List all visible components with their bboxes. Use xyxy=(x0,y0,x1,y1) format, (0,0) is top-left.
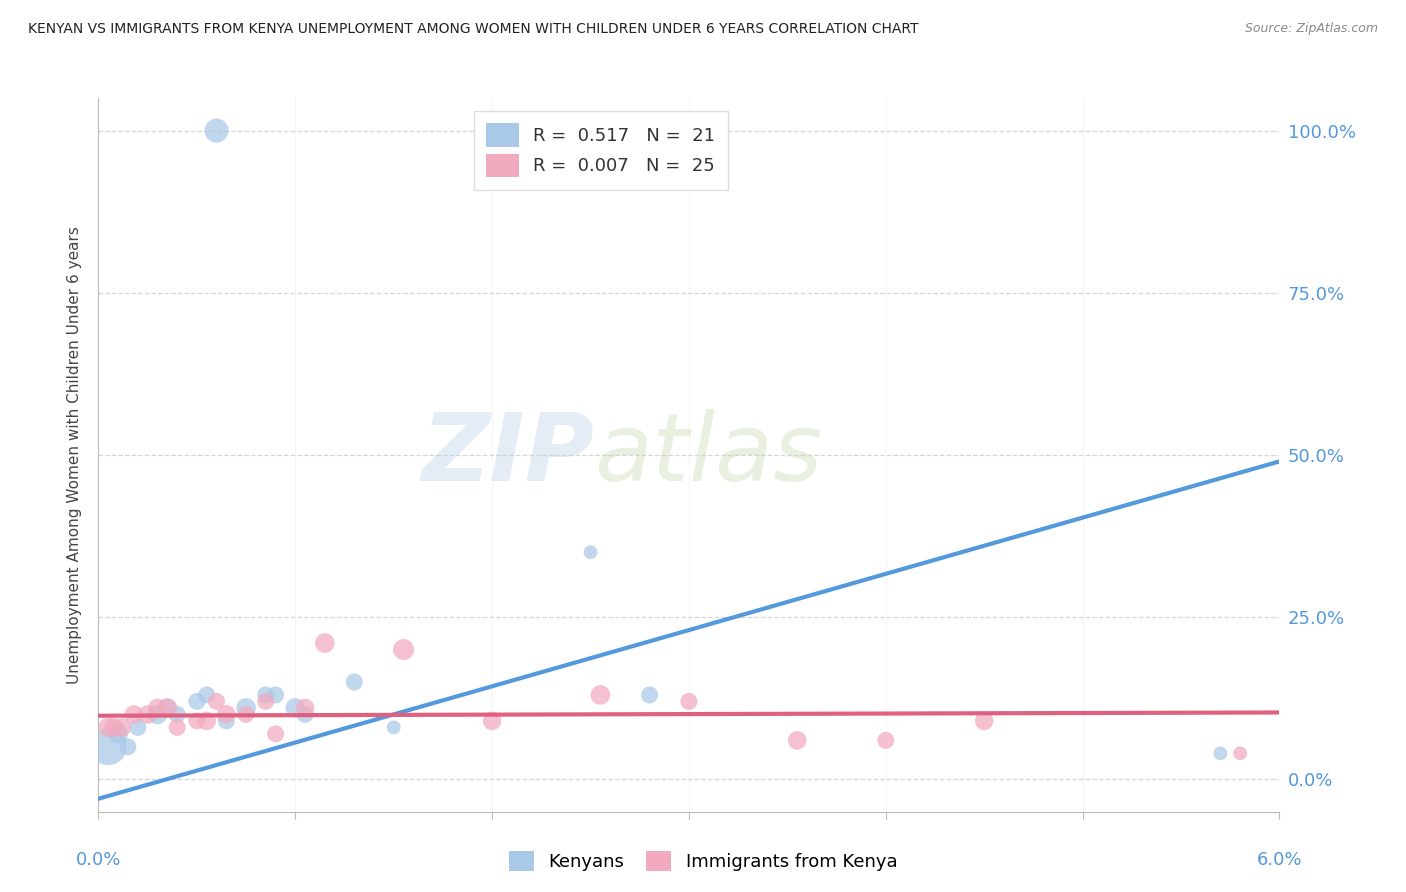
Point xyxy=(156,701,179,715)
Point xyxy=(127,720,149,734)
Point xyxy=(589,688,612,702)
Point xyxy=(156,701,179,715)
Text: 0.0%: 0.0% xyxy=(76,851,121,869)
Point xyxy=(97,720,120,734)
Point xyxy=(215,714,238,728)
Point xyxy=(638,688,661,702)
Point xyxy=(166,707,188,722)
Point xyxy=(146,707,169,722)
Point xyxy=(678,694,700,708)
Text: 6.0%: 6.0% xyxy=(1257,851,1302,869)
Point xyxy=(294,701,316,715)
Point xyxy=(875,733,897,747)
Point xyxy=(186,714,208,728)
Point xyxy=(254,694,277,708)
Point xyxy=(579,545,602,559)
Point xyxy=(294,707,316,722)
Point xyxy=(195,688,218,702)
Point xyxy=(786,733,808,747)
Point xyxy=(136,707,159,722)
Point xyxy=(1229,747,1251,761)
Point xyxy=(343,675,366,690)
Legend: Kenyans, Immigrants from Kenya: Kenyans, Immigrants from Kenya xyxy=(502,844,904,879)
Text: KENYAN VS IMMIGRANTS FROM KENYA UNEMPLOYMENT AMONG WOMEN WITH CHILDREN UNDER 6 Y: KENYAN VS IMMIGRANTS FROM KENYA UNEMPLOY… xyxy=(28,22,918,37)
Point xyxy=(103,720,125,734)
Point xyxy=(1209,747,1232,761)
Point xyxy=(166,720,188,734)
Point xyxy=(235,701,257,715)
Point xyxy=(122,707,145,722)
Point xyxy=(481,714,503,728)
Point xyxy=(195,714,218,728)
Point xyxy=(284,701,307,715)
Point xyxy=(186,694,208,708)
Point xyxy=(215,707,238,722)
Point xyxy=(235,707,257,722)
Point xyxy=(97,739,120,754)
Point xyxy=(146,701,169,715)
Point xyxy=(264,688,287,702)
Point xyxy=(111,720,134,734)
Point xyxy=(264,727,287,741)
Y-axis label: Unemployment Among Women with Children Under 6 years: Unemployment Among Women with Children U… xyxy=(67,226,83,684)
Point xyxy=(382,720,405,734)
Text: Source: ZipAtlas.com: Source: ZipAtlas.com xyxy=(1244,22,1378,36)
Point xyxy=(205,123,228,137)
Legend: R =  0.517   N =  21, R =  0.007   N =  25: R = 0.517 N = 21, R = 0.007 N = 25 xyxy=(474,111,728,190)
Point xyxy=(117,739,139,754)
Point xyxy=(392,642,415,657)
Point xyxy=(314,636,336,650)
Point xyxy=(205,694,228,708)
Point xyxy=(973,714,995,728)
Point xyxy=(254,688,277,702)
Point xyxy=(107,727,129,741)
Text: ZIP: ZIP xyxy=(422,409,595,501)
Text: atlas: atlas xyxy=(595,409,823,500)
